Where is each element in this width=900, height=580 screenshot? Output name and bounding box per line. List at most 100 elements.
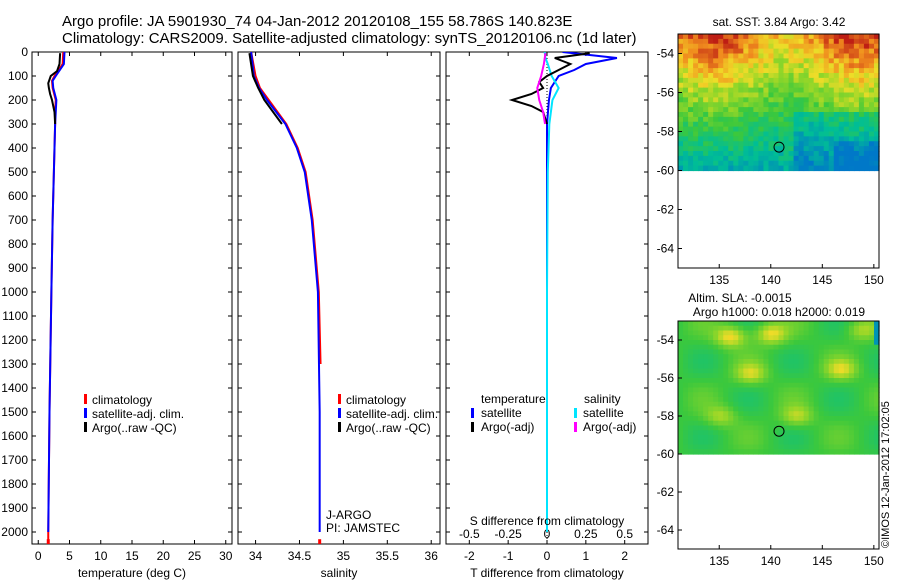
heatmap-cell xyxy=(733,136,739,142)
heatmap-cell xyxy=(873,435,880,441)
heatmap-cell xyxy=(708,34,714,40)
heatmap-cell xyxy=(748,373,754,379)
heatmap-cell xyxy=(713,330,719,336)
heatmap-cell xyxy=(863,116,870,123)
heatmap-cell xyxy=(718,160,724,167)
heatmap-cell xyxy=(873,344,880,351)
heatmap-cell xyxy=(803,344,810,351)
heatmap-cell xyxy=(708,373,714,379)
heatmap-cell xyxy=(803,107,810,113)
heatmap-cell xyxy=(753,68,760,74)
heatmap-cell xyxy=(738,34,744,40)
heatmap-cell xyxy=(733,439,739,446)
heatmap-cell xyxy=(718,435,724,441)
y-tick-label: 600 xyxy=(8,189,28,203)
heatmap-cell xyxy=(693,160,699,167)
legend-swatch-satellite xyxy=(84,408,87,418)
heatmap-cell xyxy=(853,430,860,436)
heatmap-cell xyxy=(783,354,790,360)
heatmap-cell xyxy=(733,155,739,162)
heatmap-cell xyxy=(703,92,709,98)
heatmap-cell xyxy=(828,411,835,417)
heatmap-cell xyxy=(773,416,780,422)
heatmap-cell xyxy=(723,92,729,98)
heatmap-cell xyxy=(868,92,875,98)
heatmap-cell xyxy=(833,406,840,412)
heatmap-cell xyxy=(683,330,689,336)
heatmap-cell xyxy=(723,359,729,365)
heatmap-cell xyxy=(868,97,875,103)
heatmap-cell xyxy=(733,411,739,417)
heatmap-cell xyxy=(828,449,835,455)
heatmap-cell xyxy=(723,136,729,142)
heatmap-cell xyxy=(858,155,865,162)
heatmap-cell xyxy=(863,335,870,341)
heatmap-cell xyxy=(728,121,734,128)
heatmap-cell xyxy=(688,392,694,398)
heatmap-cell xyxy=(763,141,770,147)
x-tick-label: 0 xyxy=(35,549,42,563)
heatmap-cell xyxy=(848,430,855,436)
heatmap-cell xyxy=(828,325,835,332)
heatmap-cell xyxy=(713,387,719,393)
heatmap-cell xyxy=(793,82,800,89)
heatmap-cell xyxy=(698,146,704,152)
heatmap-cell xyxy=(683,92,689,98)
heatmap-cell xyxy=(688,397,694,403)
heatmap-cell xyxy=(718,53,724,59)
heatmap-cell xyxy=(788,102,795,108)
heatmap-cell xyxy=(728,102,734,108)
heatmap-cell xyxy=(848,449,855,455)
heatmap-cell xyxy=(728,420,734,427)
heatmap-cell xyxy=(718,48,724,55)
heatmap-cell xyxy=(848,382,855,389)
heatmap-cell xyxy=(753,439,760,446)
heatmap-cell xyxy=(678,373,684,379)
heatmap-cell xyxy=(768,444,775,450)
heatmap-cell xyxy=(798,344,805,351)
heatmap-cell xyxy=(678,335,684,341)
heatmap-cell xyxy=(758,112,765,118)
heatmap-cell xyxy=(713,68,719,74)
imos-credit: ©IMOS 12-Jan-2012 17:02:05 xyxy=(880,401,892,548)
heatmap-cell xyxy=(798,387,805,393)
heatmap-cell xyxy=(783,155,790,162)
heatmap-cell xyxy=(703,439,709,446)
heatmap-cell xyxy=(733,107,739,113)
heatmap-cell xyxy=(818,397,825,403)
heatmap-cell xyxy=(758,397,765,403)
series-line xyxy=(508,52,590,125)
heatmap-cell xyxy=(718,349,724,355)
heatmap-cell xyxy=(868,382,875,389)
heatmap-cell xyxy=(778,325,785,332)
heatmap-cell xyxy=(868,321,875,327)
heatmap-cell xyxy=(723,68,729,74)
heatmap-cell xyxy=(728,321,734,327)
heatmap-cell xyxy=(868,354,875,360)
heatmap-cell xyxy=(848,344,855,351)
heatmap-cell xyxy=(683,165,689,172)
heatmap-cell xyxy=(763,420,770,427)
heatmap-cell xyxy=(808,325,815,332)
heatmap-cell xyxy=(838,160,845,167)
heatmap-cell xyxy=(713,363,719,370)
heatmap-cell xyxy=(678,382,684,389)
heatmap-cell xyxy=(683,141,689,147)
heatmap-cell xyxy=(718,68,724,74)
heatmap-cell xyxy=(783,112,790,118)
heatmap-cell xyxy=(733,43,739,50)
heatmap-cell xyxy=(713,325,719,332)
heatmap-cell xyxy=(713,126,719,133)
heatmap-cell xyxy=(848,321,855,327)
heatmap-cell xyxy=(838,373,845,379)
heatmap-cell xyxy=(693,363,699,370)
heatmap-cell xyxy=(778,406,785,412)
heatmap-cell xyxy=(828,387,835,393)
heatmap-cell xyxy=(713,397,719,403)
heatmap-cell xyxy=(838,368,845,374)
heatmap-cell xyxy=(743,48,749,55)
heatmap-cell xyxy=(778,373,785,379)
heatmap-cell xyxy=(853,102,860,108)
heatmap-cell xyxy=(718,126,724,133)
heatmap-cell xyxy=(758,344,765,351)
